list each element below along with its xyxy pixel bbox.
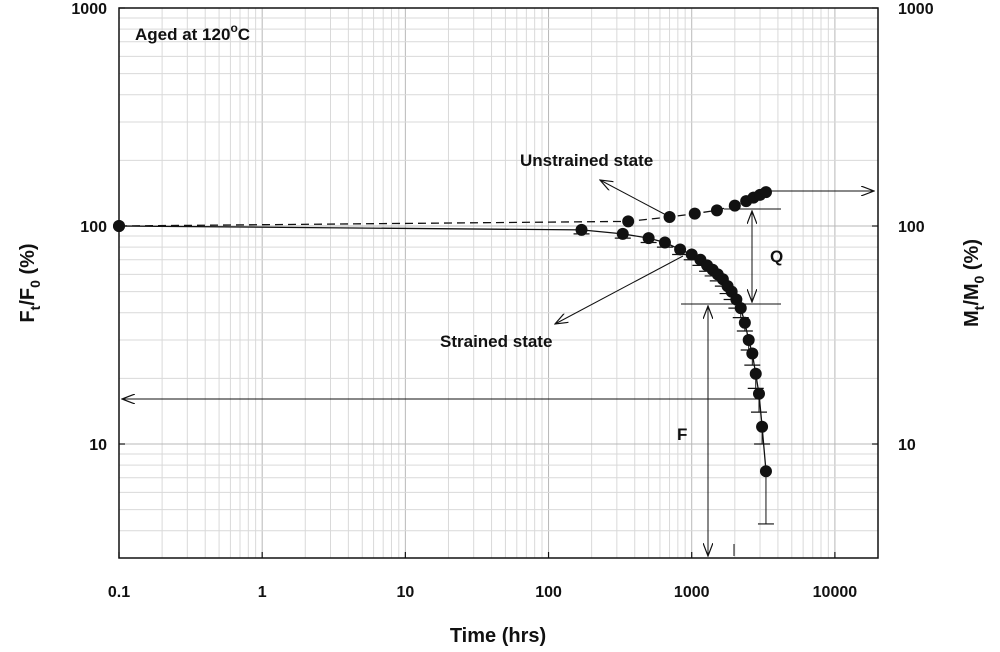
x-tick-label: 100: [535, 584, 562, 601]
q-label: Q: [770, 247, 783, 266]
y-left-mid: /F: [17, 288, 39, 306]
strained-state-point: [734, 302, 747, 315]
condition-prefix: Aged at 120: [135, 25, 230, 44]
y-axis-label-right: Mt/M0 (%): [961, 239, 987, 327]
strained-state-point: [113, 220, 125, 233]
x-axis-label: Time (hrs): [450, 625, 546, 647]
y-left-sub1: t: [27, 305, 43, 310]
x-tick-label: 10000: [813, 584, 858, 601]
strained-state-point: [756, 420, 769, 433]
f-label: F: [677, 425, 687, 444]
condition-sup: o: [230, 21, 237, 35]
strained-state-label: Strained state: [440, 332, 552, 351]
strained-state-point: [616, 227, 629, 240]
x-tick-label: 1: [258, 584, 267, 601]
data-marks: [113, 186, 774, 525]
strained-state-point: [685, 248, 698, 261]
strained-state-point: [746, 347, 759, 360]
condition-suffix: C: [238, 25, 250, 44]
strained-state-point: [674, 243, 687, 256]
strained-pointer-left: [555, 255, 684, 324]
y-left-tick-label: 100: [80, 219, 107, 236]
plot-frame: [118, 7, 879, 559]
strained-state-point: [642, 232, 655, 245]
grid-lines: [118, 7, 879, 559]
unstrained-state-point: [728, 199, 741, 212]
y-right-tick-label: 10: [898, 437, 916, 454]
y-right-main: M: [961, 310, 983, 327]
axis-ticks: 0.1 1 10 100 1000 10000 10 10 100 100 1000 1000: [71, 1, 933, 601]
y-axis-label-left: Ft/F0 (%): [17, 243, 43, 322]
y-right-tick-label: 1000: [898, 1, 934, 18]
y-right-mid: /M: [961, 283, 983, 305]
y-left-unit: (%): [17, 243, 39, 280]
x-tick-label: 10: [396, 584, 414, 601]
y-right-tick-label: 100: [898, 219, 925, 236]
y-left-sub2: 0: [27, 280, 43, 288]
y-left-tick-label: 10: [89, 437, 107, 454]
unstrained-state-label: Unstrained state: [520, 151, 653, 170]
unstrained-state-point: [688, 207, 701, 220]
y-right-unit: (%): [961, 239, 983, 276]
y-left-main: F: [17, 310, 39, 322]
strained-state-point: [759, 465, 772, 478]
strained-state-point: [742, 333, 755, 346]
strained-state-point: [658, 236, 671, 249]
x-tick-label: 1000: [674, 584, 710, 601]
strained-state-point: [575, 223, 588, 236]
strained-state-point: [738, 316, 751, 329]
unstrained-state-point: [663, 210, 676, 223]
strained-state-point: [752, 387, 765, 400]
strained-state-point: [749, 367, 762, 380]
unstrained-pointer-left: [600, 180, 669, 217]
y-left-tick-label: 1000: [71, 1, 107, 18]
unstrained-state-point: [759, 186, 772, 199]
unstrained-state-point: [622, 215, 635, 228]
y-right-sub2: 0: [971, 275, 987, 283]
y-right-sub1: t: [971, 305, 987, 310]
unstrained-state-point: [710, 204, 723, 217]
x-tick-label: 0.1: [108, 584, 130, 601]
condition-label: Aged at 120oC: [135, 21, 250, 44]
